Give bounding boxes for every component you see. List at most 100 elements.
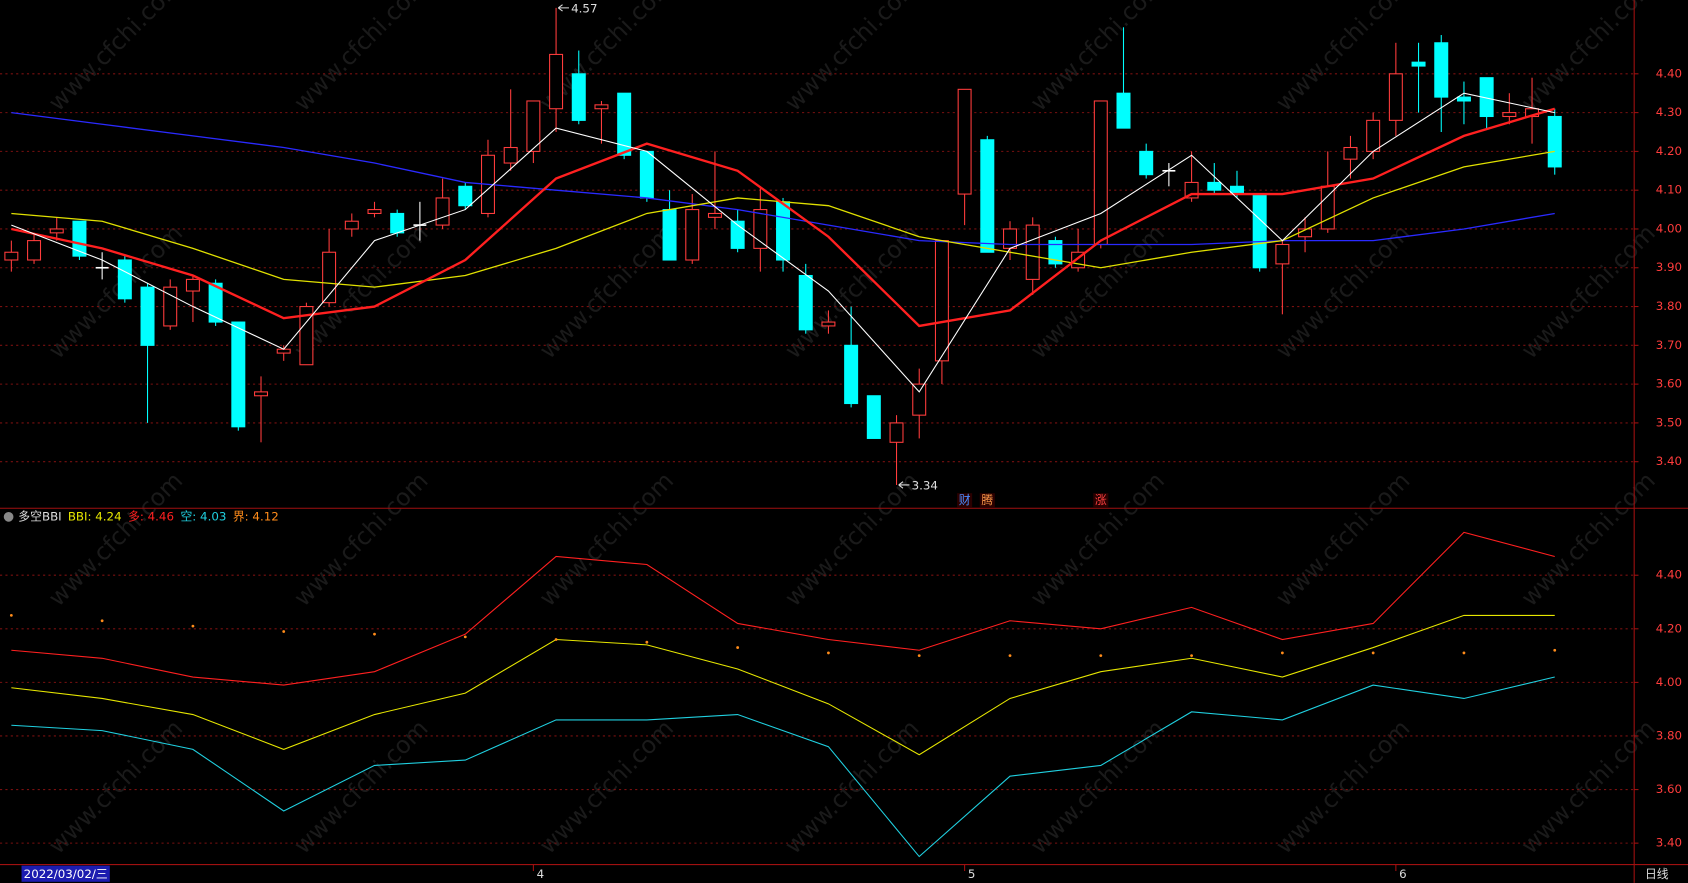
candle-body bbox=[4, 251, 19, 261]
candle-body bbox=[1116, 92, 1131, 129]
y-tick-label: 3.90 bbox=[1656, 260, 1682, 274]
dot bbox=[1371, 651, 1375, 655]
month-label: 6 bbox=[1399, 867, 1407, 881]
dot bbox=[736, 646, 740, 649]
candle-body bbox=[1388, 73, 1403, 121]
y-tick-label: 3.80 bbox=[1656, 299, 1682, 313]
event-tag-bg bbox=[979, 493, 995, 508]
y-tick-label: 3.50 bbox=[1656, 415, 1682, 429]
candle-body bbox=[617, 92, 632, 156]
y-tick-label: 3.80 bbox=[1656, 728, 1682, 742]
candle-body bbox=[639, 150, 654, 199]
dot bbox=[282, 630, 286, 633]
dot bbox=[1280, 651, 1284, 655]
candle-body bbox=[1547, 115, 1562, 168]
candle-body bbox=[1411, 61, 1426, 67]
legend-entry: 多: 4.46 bbox=[128, 509, 174, 523]
y-tick-label: 3.40 bbox=[1656, 454, 1682, 468]
dot bbox=[645, 640, 649, 644]
line bbox=[11, 111, 1555, 246]
candle-body bbox=[503, 146, 518, 164]
candle-body bbox=[299, 306, 314, 366]
candle-body bbox=[1456, 96, 1471, 102]
candle-body bbox=[1320, 185, 1335, 230]
candle-body bbox=[980, 139, 995, 253]
event-tag-bg bbox=[957, 493, 973, 508]
candle-body bbox=[798, 274, 813, 331]
y-tick-label: 4.20 bbox=[1656, 621, 1682, 635]
month-label: 5 bbox=[968, 867, 976, 881]
candle-body bbox=[594, 104, 609, 110]
y-tick-label: 4.40 bbox=[1656, 66, 1682, 80]
candle-body bbox=[821, 321, 836, 327]
candle-body bbox=[72, 220, 87, 257]
candle-body bbox=[934, 240, 949, 362]
candle-body bbox=[1139, 150, 1154, 176]
candle-body bbox=[1252, 193, 1267, 269]
dot bbox=[463, 635, 467, 639]
event-tag: 腾 bbox=[981, 493, 993, 507]
y-tick-label: 3.60 bbox=[1656, 782, 1682, 796]
candle-body bbox=[776, 201, 791, 261]
candle-body bbox=[1275, 243, 1290, 265]
candle-body bbox=[707, 212, 722, 218]
legend-entry: 空: 4.03 bbox=[180, 509, 226, 523]
candle-body bbox=[1025, 224, 1040, 280]
candle-body bbox=[889, 422, 904, 443]
y-tick-label: 4.30 bbox=[1656, 105, 1682, 119]
indicator-icon[interactable] bbox=[3, 512, 14, 522]
candle-body bbox=[1207, 181, 1222, 191]
y-tick-label: 4.00 bbox=[1656, 221, 1682, 235]
y-tick-label: 4.00 bbox=[1656, 675, 1682, 689]
candle-body bbox=[458, 185, 473, 207]
y-tick-label: 4.10 bbox=[1656, 183, 1682, 197]
event-tag-bg bbox=[1093, 493, 1109, 508]
dot bbox=[1008, 654, 1012, 657]
max-arrow bbox=[557, 4, 569, 12]
candle-body bbox=[435, 197, 450, 226]
candle-body bbox=[571, 73, 586, 121]
line bbox=[11, 531, 1555, 686]
min-arrow bbox=[898, 481, 910, 489]
line bbox=[11, 150, 1555, 288]
period-label[interactable]: 日线 bbox=[1645, 867, 1669, 881]
dot bbox=[9, 614, 13, 617]
candle-body bbox=[231, 321, 246, 428]
candle-body bbox=[27, 240, 42, 261]
candle-body bbox=[140, 286, 155, 346]
dot bbox=[1190, 654, 1193, 657]
candle-body bbox=[1093, 100, 1108, 246]
cursor-label: 2022/03/02/三 bbox=[24, 867, 108, 881]
candle-body bbox=[117, 259, 132, 300]
candle-body bbox=[390, 212, 405, 234]
dot bbox=[100, 619, 104, 623]
line bbox=[11, 676, 1555, 858]
candle-body bbox=[344, 220, 359, 230]
candle-body bbox=[912, 383, 927, 416]
candle-body bbox=[844, 344, 859, 405]
candle-body bbox=[185, 278, 200, 292]
dot bbox=[827, 651, 830, 655]
candle-body bbox=[322, 251, 337, 304]
dot bbox=[373, 632, 376, 636]
legend-entry: 界: 4.12 bbox=[233, 509, 279, 523]
cursor-label-bg bbox=[21, 865, 110, 882]
legend-entry: BBI: 4.24 bbox=[68, 509, 122, 523]
candle-body bbox=[1003, 228, 1018, 249]
candle-body bbox=[1366, 119, 1381, 152]
dot bbox=[917, 654, 921, 657]
candle-body bbox=[1048, 240, 1063, 265]
candle-body bbox=[526, 100, 541, 152]
y-tick-label: 3.70 bbox=[1656, 338, 1682, 352]
dot bbox=[191, 624, 195, 628]
y-tick-label: 3.60 bbox=[1656, 377, 1682, 391]
indicator-title: 多空BBI bbox=[18, 509, 61, 523]
candle-body bbox=[1343, 146, 1358, 160]
dot bbox=[1553, 648, 1557, 652]
event-tag: 涨 bbox=[1095, 493, 1107, 507]
candle-body bbox=[1502, 112, 1517, 118]
dot bbox=[1462, 651, 1466, 655]
